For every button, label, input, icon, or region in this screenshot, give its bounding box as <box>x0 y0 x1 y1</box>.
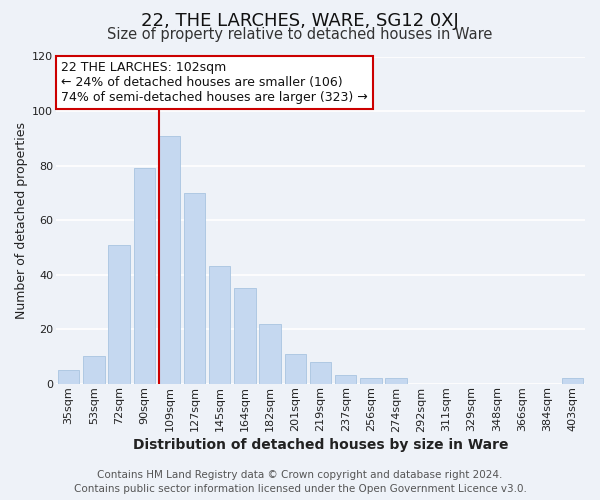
Text: Size of property relative to detached houses in Ware: Size of property relative to detached ho… <box>107 28 493 42</box>
Text: Contains HM Land Registry data © Crown copyright and database right 2024.
Contai: Contains HM Land Registry data © Crown c… <box>74 470 526 494</box>
Bar <box>335 376 356 384</box>
Y-axis label: Number of detached properties: Number of detached properties <box>15 122 28 318</box>
X-axis label: Distribution of detached houses by size in Ware: Distribution of detached houses by size … <box>133 438 508 452</box>
Bar <box>385 378 407 384</box>
Bar <box>159 136 180 384</box>
Bar <box>259 324 281 384</box>
Text: 22, THE LARCHES, WARE, SG12 0XJ: 22, THE LARCHES, WARE, SG12 0XJ <box>141 12 459 30</box>
Bar <box>134 168 155 384</box>
Bar <box>109 244 130 384</box>
Bar <box>184 193 205 384</box>
Bar <box>360 378 382 384</box>
Bar <box>83 356 104 384</box>
Bar <box>58 370 79 384</box>
Bar <box>284 354 306 384</box>
Text: 22 THE LARCHES: 102sqm
← 24% of detached houses are smaller (106)
74% of semi-de: 22 THE LARCHES: 102sqm ← 24% of detached… <box>61 62 368 104</box>
Bar <box>310 362 331 384</box>
Bar <box>562 378 583 384</box>
Bar <box>234 288 256 384</box>
Bar <box>209 266 230 384</box>
